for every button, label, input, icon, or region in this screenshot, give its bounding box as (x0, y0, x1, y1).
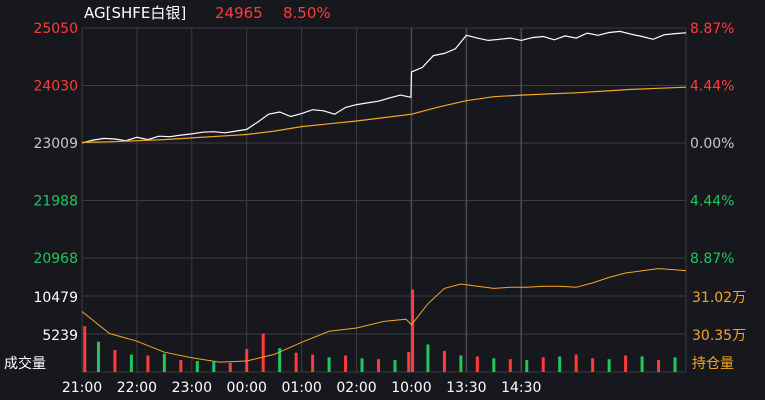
volume-bar (360, 358, 364, 372)
last-price: 24965 (215, 4, 263, 22)
x-tick-label: 14:30 (501, 380, 541, 396)
x-tick-label: 13:30 (446, 380, 486, 396)
volume-bar (475, 356, 479, 372)
volume-bar (96, 341, 100, 372)
volume-bar (426, 344, 430, 372)
volume-bar (492, 358, 496, 372)
open-interest-line (81, 268, 687, 363)
x-tick-label: 23:00 (172, 380, 212, 396)
y-tick-left: 23009 (33, 136, 78, 152)
x-tick-label: 10:00 (391, 380, 431, 396)
volume-bar (411, 289, 415, 372)
volume-bar (294, 352, 298, 372)
volume-bar (624, 355, 628, 372)
y-tick-right: 8.87% (690, 251, 734, 267)
y-tick-left: 25050 (33, 21, 78, 37)
price-line (81, 30, 687, 144)
volume-bar (459, 355, 463, 372)
volume-bar (393, 360, 397, 372)
volume-bar (261, 333, 265, 372)
volume-unit-label: 成交量 (4, 355, 46, 372)
header: AG[SHFE白银] 24965 8.50% (84, 4, 331, 22)
y-tick-right: 4.44% (690, 78, 734, 94)
volume-bar (278, 348, 282, 372)
symbol-title: AG[SHFE白银] (84, 4, 186, 22)
volume-bar (657, 360, 661, 372)
volume-bar (442, 350, 446, 372)
volume-layer (81, 268, 687, 372)
volume-bar (508, 359, 512, 372)
x-tick-label: 00:00 (227, 380, 267, 396)
x-tick-label: 02:00 (336, 380, 376, 396)
volume-bar (113, 350, 117, 372)
volume-bar (129, 354, 133, 372)
volume-bar (673, 357, 677, 372)
y-tick-left: 21988 (33, 194, 78, 210)
y-tick-left: 24030 (33, 78, 78, 94)
y-tick-right: 4.44% (690, 194, 734, 210)
oi-tick-right: 30.35万 (692, 328, 746, 344)
volume-bar (327, 357, 331, 372)
volume-bar (541, 357, 545, 372)
volume-bar (83, 326, 87, 372)
volume-bar (591, 358, 595, 372)
volume-bar (212, 361, 216, 372)
y-tick-right: 0.00% (690, 136, 734, 152)
volume-bar (377, 359, 381, 372)
oi-unit-label: 持仓量 (692, 356, 734, 372)
volume-bar (195, 361, 199, 372)
volume-bar (558, 356, 562, 372)
average-price-line (81, 86, 687, 143)
volume-bar (179, 360, 183, 372)
volume-bar (607, 359, 611, 372)
volume-bar (640, 356, 644, 372)
x-tick-label: 22:00 (117, 380, 157, 396)
oi-tick-right: 31.02万 (692, 290, 746, 306)
x-tick-label: 01:00 (281, 380, 321, 396)
y-tick-left: 20968 (33, 251, 78, 267)
volume-bar (146, 355, 150, 372)
volume-bar (162, 353, 166, 372)
volume-bar (574, 354, 578, 372)
x-tick-label: 21:00 (62, 380, 102, 396)
volume-bar (525, 360, 529, 372)
volume-bar (344, 355, 348, 372)
y-tick-right: 8.87% (690, 21, 734, 37)
volume-tick-left: 5239 (42, 328, 78, 344)
volume-bar (228, 362, 232, 372)
axis-layer: 25050 24030 23009 21988 20968 8.87% 4.44% 0.00%… (4, 21, 746, 396)
volume-bar (407, 351, 411, 372)
price-layer (81, 30, 687, 144)
change-percent: 8.50% (283, 4, 331, 22)
volume-bar (311, 354, 315, 372)
volume-tick-left: 10479 (33, 290, 78, 306)
